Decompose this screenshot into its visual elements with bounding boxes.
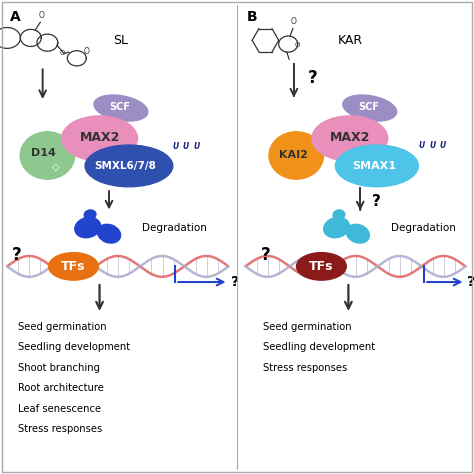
Text: U: U xyxy=(172,143,179,151)
Ellipse shape xyxy=(346,224,369,243)
Text: ?: ? xyxy=(308,69,318,87)
Text: TFs: TFs xyxy=(309,260,334,273)
Ellipse shape xyxy=(297,253,346,280)
Text: Shoot branching: Shoot branching xyxy=(18,363,100,373)
Ellipse shape xyxy=(20,132,75,179)
Text: Stress responses: Stress responses xyxy=(263,363,347,373)
Text: KAR: KAR xyxy=(338,34,364,47)
Ellipse shape xyxy=(269,132,324,179)
Ellipse shape xyxy=(181,140,191,154)
Ellipse shape xyxy=(427,139,438,153)
Ellipse shape xyxy=(312,116,388,161)
Text: Leaf senescence: Leaf senescence xyxy=(18,403,101,414)
Text: O: O xyxy=(83,46,89,55)
Text: U: U xyxy=(439,142,446,150)
Ellipse shape xyxy=(49,253,99,280)
Ellipse shape xyxy=(438,139,448,153)
Ellipse shape xyxy=(94,95,148,121)
Ellipse shape xyxy=(417,139,427,153)
Text: Degradation: Degradation xyxy=(391,223,456,234)
Text: ?: ? xyxy=(467,275,474,289)
Ellipse shape xyxy=(85,145,173,187)
Text: SL: SL xyxy=(113,34,128,47)
Text: Seed germination: Seed germination xyxy=(263,322,352,332)
Text: TFs: TFs xyxy=(61,260,86,273)
Ellipse shape xyxy=(84,210,96,219)
Text: O: O xyxy=(291,17,297,26)
Text: A: A xyxy=(9,10,20,25)
Ellipse shape xyxy=(343,95,397,121)
Text: D14: D14 xyxy=(31,147,56,158)
Text: KAI2: KAI2 xyxy=(280,150,308,161)
Text: ?: ? xyxy=(372,194,381,209)
Ellipse shape xyxy=(170,140,181,154)
Text: MAX2: MAX2 xyxy=(329,131,370,144)
Text: Seedling development: Seedling development xyxy=(263,342,375,353)
Text: ?: ? xyxy=(261,246,270,264)
Ellipse shape xyxy=(333,210,345,219)
Text: Degradation: Degradation xyxy=(142,223,207,234)
Text: SCF: SCF xyxy=(109,102,130,112)
Text: Root architecture: Root architecture xyxy=(18,383,104,393)
Text: B: B xyxy=(246,10,257,25)
Text: Seedling development: Seedling development xyxy=(18,342,130,353)
Text: U: U xyxy=(182,143,189,151)
Text: U: U xyxy=(419,142,425,150)
Ellipse shape xyxy=(62,116,137,161)
Text: MAX2: MAX2 xyxy=(80,131,121,144)
Ellipse shape xyxy=(336,145,419,187)
Text: U: U xyxy=(193,143,200,151)
Text: Seed germination: Seed germination xyxy=(18,322,107,332)
Ellipse shape xyxy=(191,140,201,154)
Text: SMXL6/7/8: SMXL6/7/8 xyxy=(95,161,156,171)
Ellipse shape xyxy=(75,218,100,237)
Ellipse shape xyxy=(98,224,120,243)
Text: SCF: SCF xyxy=(358,102,379,112)
Text: O: O xyxy=(38,11,44,20)
Text: SMAX1: SMAX1 xyxy=(353,161,396,171)
Ellipse shape xyxy=(324,218,349,237)
Text: ?: ? xyxy=(12,246,21,264)
Text: U: U xyxy=(429,142,436,150)
Text: ?: ? xyxy=(231,275,239,289)
Text: ◇: ◇ xyxy=(52,162,60,172)
Text: O: O xyxy=(295,42,301,48)
Text: O: O xyxy=(60,50,65,56)
Text: Stress responses: Stress responses xyxy=(18,424,102,434)
